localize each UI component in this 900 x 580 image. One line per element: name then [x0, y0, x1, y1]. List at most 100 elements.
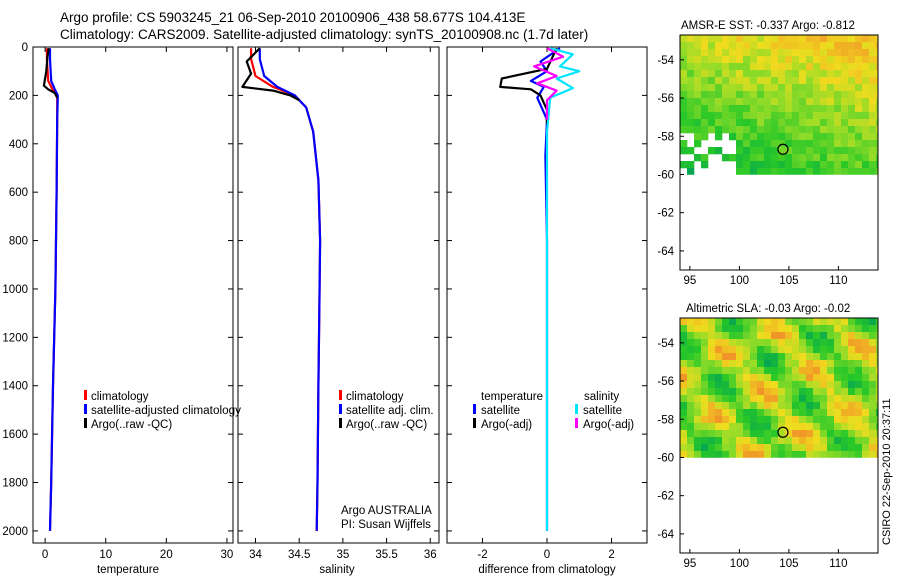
map-cell — [736, 437, 744, 445]
map-cell — [862, 154, 870, 162]
map-cell — [778, 98, 786, 106]
map-cell — [848, 346, 856, 354]
map-cell — [750, 147, 758, 155]
map-cell — [834, 63, 842, 71]
map-cell — [834, 332, 842, 340]
map-cell — [729, 381, 737, 389]
map-cell — [764, 339, 772, 347]
map-cell — [862, 388, 870, 396]
map-cell — [869, 154, 877, 162]
map-cell — [708, 42, 716, 50]
map-cell — [848, 388, 856, 396]
map-cell — [764, 325, 772, 333]
map-cell — [694, 437, 702, 445]
map-cell — [813, 119, 821, 127]
map-cell — [792, 409, 800, 417]
map-cell — [715, 409, 723, 417]
map-cell — [841, 119, 849, 127]
map-cell — [708, 112, 716, 120]
map-cell — [680, 325, 688, 333]
map-cell — [764, 430, 772, 438]
map-cell — [771, 112, 779, 120]
y-tick-label: 1800 — [2, 478, 28, 490]
map-cell — [785, 91, 793, 99]
map-cell — [743, 402, 751, 410]
map-cell — [687, 168, 695, 175]
map-cell — [722, 423, 730, 431]
map-cell — [743, 367, 751, 375]
map-cell — [715, 332, 723, 340]
map-cell — [827, 409, 835, 417]
map-cell — [792, 49, 800, 57]
map-cell — [799, 360, 807, 368]
map-cell — [806, 70, 814, 78]
map-cell — [771, 126, 779, 134]
map-cell — [841, 318, 849, 326]
map-cell — [694, 367, 702, 375]
temperature-legend: climatology satellite-adjusted climatolo… — [84, 390, 241, 431]
map-cell — [876, 105, 878, 113]
figure-title-line1: Argo profile: CS 5903245_21 06-Sep-2010 … — [60, 10, 525, 25]
map-cell — [757, 339, 765, 347]
map-cell — [806, 325, 814, 333]
sst-map-frame — [679, 34, 879, 271]
map-cell — [778, 56, 786, 64]
map-cell — [862, 91, 870, 99]
map-cell — [750, 332, 758, 340]
x-tick-label: -2 — [477, 549, 487, 561]
map-cell — [848, 119, 856, 127]
map-cell — [799, 374, 807, 382]
map-cell — [750, 77, 758, 85]
map-cell — [862, 346, 870, 354]
map-cell — [722, 119, 730, 127]
map-cell — [743, 388, 751, 396]
y-tick-label: 2000 — [2, 526, 28, 538]
map-cell — [764, 367, 772, 375]
map-cell — [701, 325, 709, 333]
map-cell — [841, 388, 849, 396]
map-cell — [841, 147, 849, 155]
map-cell — [862, 98, 870, 106]
legend-head-temperature: temperature — [481, 391, 543, 403]
map-cell — [848, 437, 856, 445]
map-cell — [876, 437, 878, 445]
map-cell — [834, 416, 842, 424]
map-cell — [848, 374, 856, 382]
map-cell — [799, 126, 807, 134]
map-cell — [806, 416, 814, 424]
y-tick-label: 600 — [9, 187, 28, 199]
map-cell — [701, 437, 709, 445]
map-cell — [757, 388, 765, 396]
map-cell — [813, 98, 821, 106]
map-cell — [764, 126, 772, 134]
map-cell — [778, 112, 786, 120]
map-cell — [743, 56, 751, 64]
map-cell — [834, 161, 842, 169]
map-cell — [820, 119, 828, 127]
map-y-tick-label: -60 — [657, 169, 674, 181]
map-cell — [680, 42, 688, 50]
map-cell — [799, 430, 807, 438]
map-cell — [792, 35, 800, 43]
map-cell — [869, 98, 877, 106]
map-cell — [722, 360, 730, 368]
map-cell — [862, 77, 870, 85]
map-cell — [820, 98, 828, 106]
legend-swatch-temp-argo — [473, 418, 476, 428]
map-cell — [855, 105, 863, 113]
map-cell — [715, 49, 723, 57]
map-cell — [799, 91, 807, 99]
map-cell — [876, 339, 878, 347]
map-cell — [806, 35, 814, 43]
map-cell — [862, 325, 870, 333]
legend-swatch-satellite — [84, 404, 87, 414]
map-cell — [869, 395, 877, 403]
map-cell — [785, 119, 793, 127]
map-cell — [813, 42, 821, 50]
map-cell — [687, 49, 695, 57]
map-cell — [736, 161, 744, 169]
map-cell — [764, 381, 772, 389]
map-cell — [729, 318, 737, 326]
map-cell — [757, 42, 765, 50]
map-cell — [827, 395, 835, 403]
